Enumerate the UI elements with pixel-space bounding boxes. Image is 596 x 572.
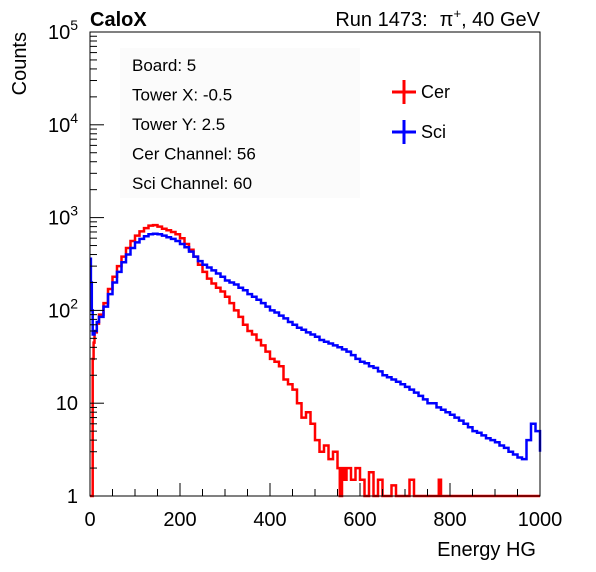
- x-axis-title: Energy HG: [437, 539, 536, 561]
- y-tick-base: 10: [48, 208, 70, 230]
- particle-charge: +: [453, 6, 461, 21]
- particle-label: π: [440, 9, 454, 31]
- series-line-sci: [89, 232, 542, 461]
- x-axis: 0 200 400 600 800 1000: [84, 483, 562, 531]
- y-tick-label: 103: [48, 203, 78, 230]
- energy-label: , 40 GeV: [461, 9, 541, 31]
- y-tick-label: 1: [67, 486, 78, 508]
- experiment-label: CaloX: [90, 9, 147, 31]
- legend-label: Sci: [421, 122, 446, 142]
- y-tick-label: 105: [48, 17, 78, 44]
- y-axis-title: Counts: [9, 32, 31, 95]
- x-tick-label: 400: [253, 509, 286, 531]
- y-tick-base: 10: [48, 22, 70, 44]
- y-tick-label: 10: [56, 393, 78, 415]
- info-line: Tower Y: 2.5: [132, 115, 225, 134]
- run-label: Run 1473:: [335, 9, 427, 31]
- info-line: Tower X: -0.5: [132, 86, 232, 105]
- info-line: Board: 5: [132, 56, 196, 75]
- y-tick-exponent: 2: [70, 295, 78, 311]
- legend-label: Cer: [421, 82, 450, 102]
- x-tick-label: 800: [433, 509, 466, 531]
- legend: Cer Sci: [392, 80, 450, 144]
- info-box: [120, 48, 360, 198]
- y-tick-base: 1: [67, 486, 78, 508]
- info-line: Cer Channel: 56: [132, 145, 256, 164]
- y-tick-base: 10: [48, 300, 70, 322]
- y-tick-exponent: 5: [70, 17, 78, 33]
- y-tick-base: 10: [48, 115, 70, 137]
- y-tick-label: 104: [48, 110, 78, 137]
- series-layer: [89, 223, 542, 498]
- series-line-cer: [90, 223, 540, 498]
- x-tick-label: 0: [84, 509, 95, 531]
- y-tick-label: 102: [48, 295, 78, 322]
- y-tick-exponent: 4: [70, 110, 78, 126]
- info-box-lines: Board: 5 Tower X: -0.5 Tower Y: 2.5 Cer Cha…: [132, 56, 256, 193]
- run-info-label: Run 1473: π+, 40 GeV: [335, 6, 540, 31]
- y-tick-exponent: 3: [70, 203, 78, 219]
- info-line: Sci Channel: 60: [132, 174, 252, 193]
- x-tick-label: 600: [343, 509, 376, 531]
- y-tick-base: 10: [56, 393, 78, 415]
- x-tick-label: 200: [163, 509, 196, 531]
- x-tick-label: 1000: [518, 509, 563, 531]
